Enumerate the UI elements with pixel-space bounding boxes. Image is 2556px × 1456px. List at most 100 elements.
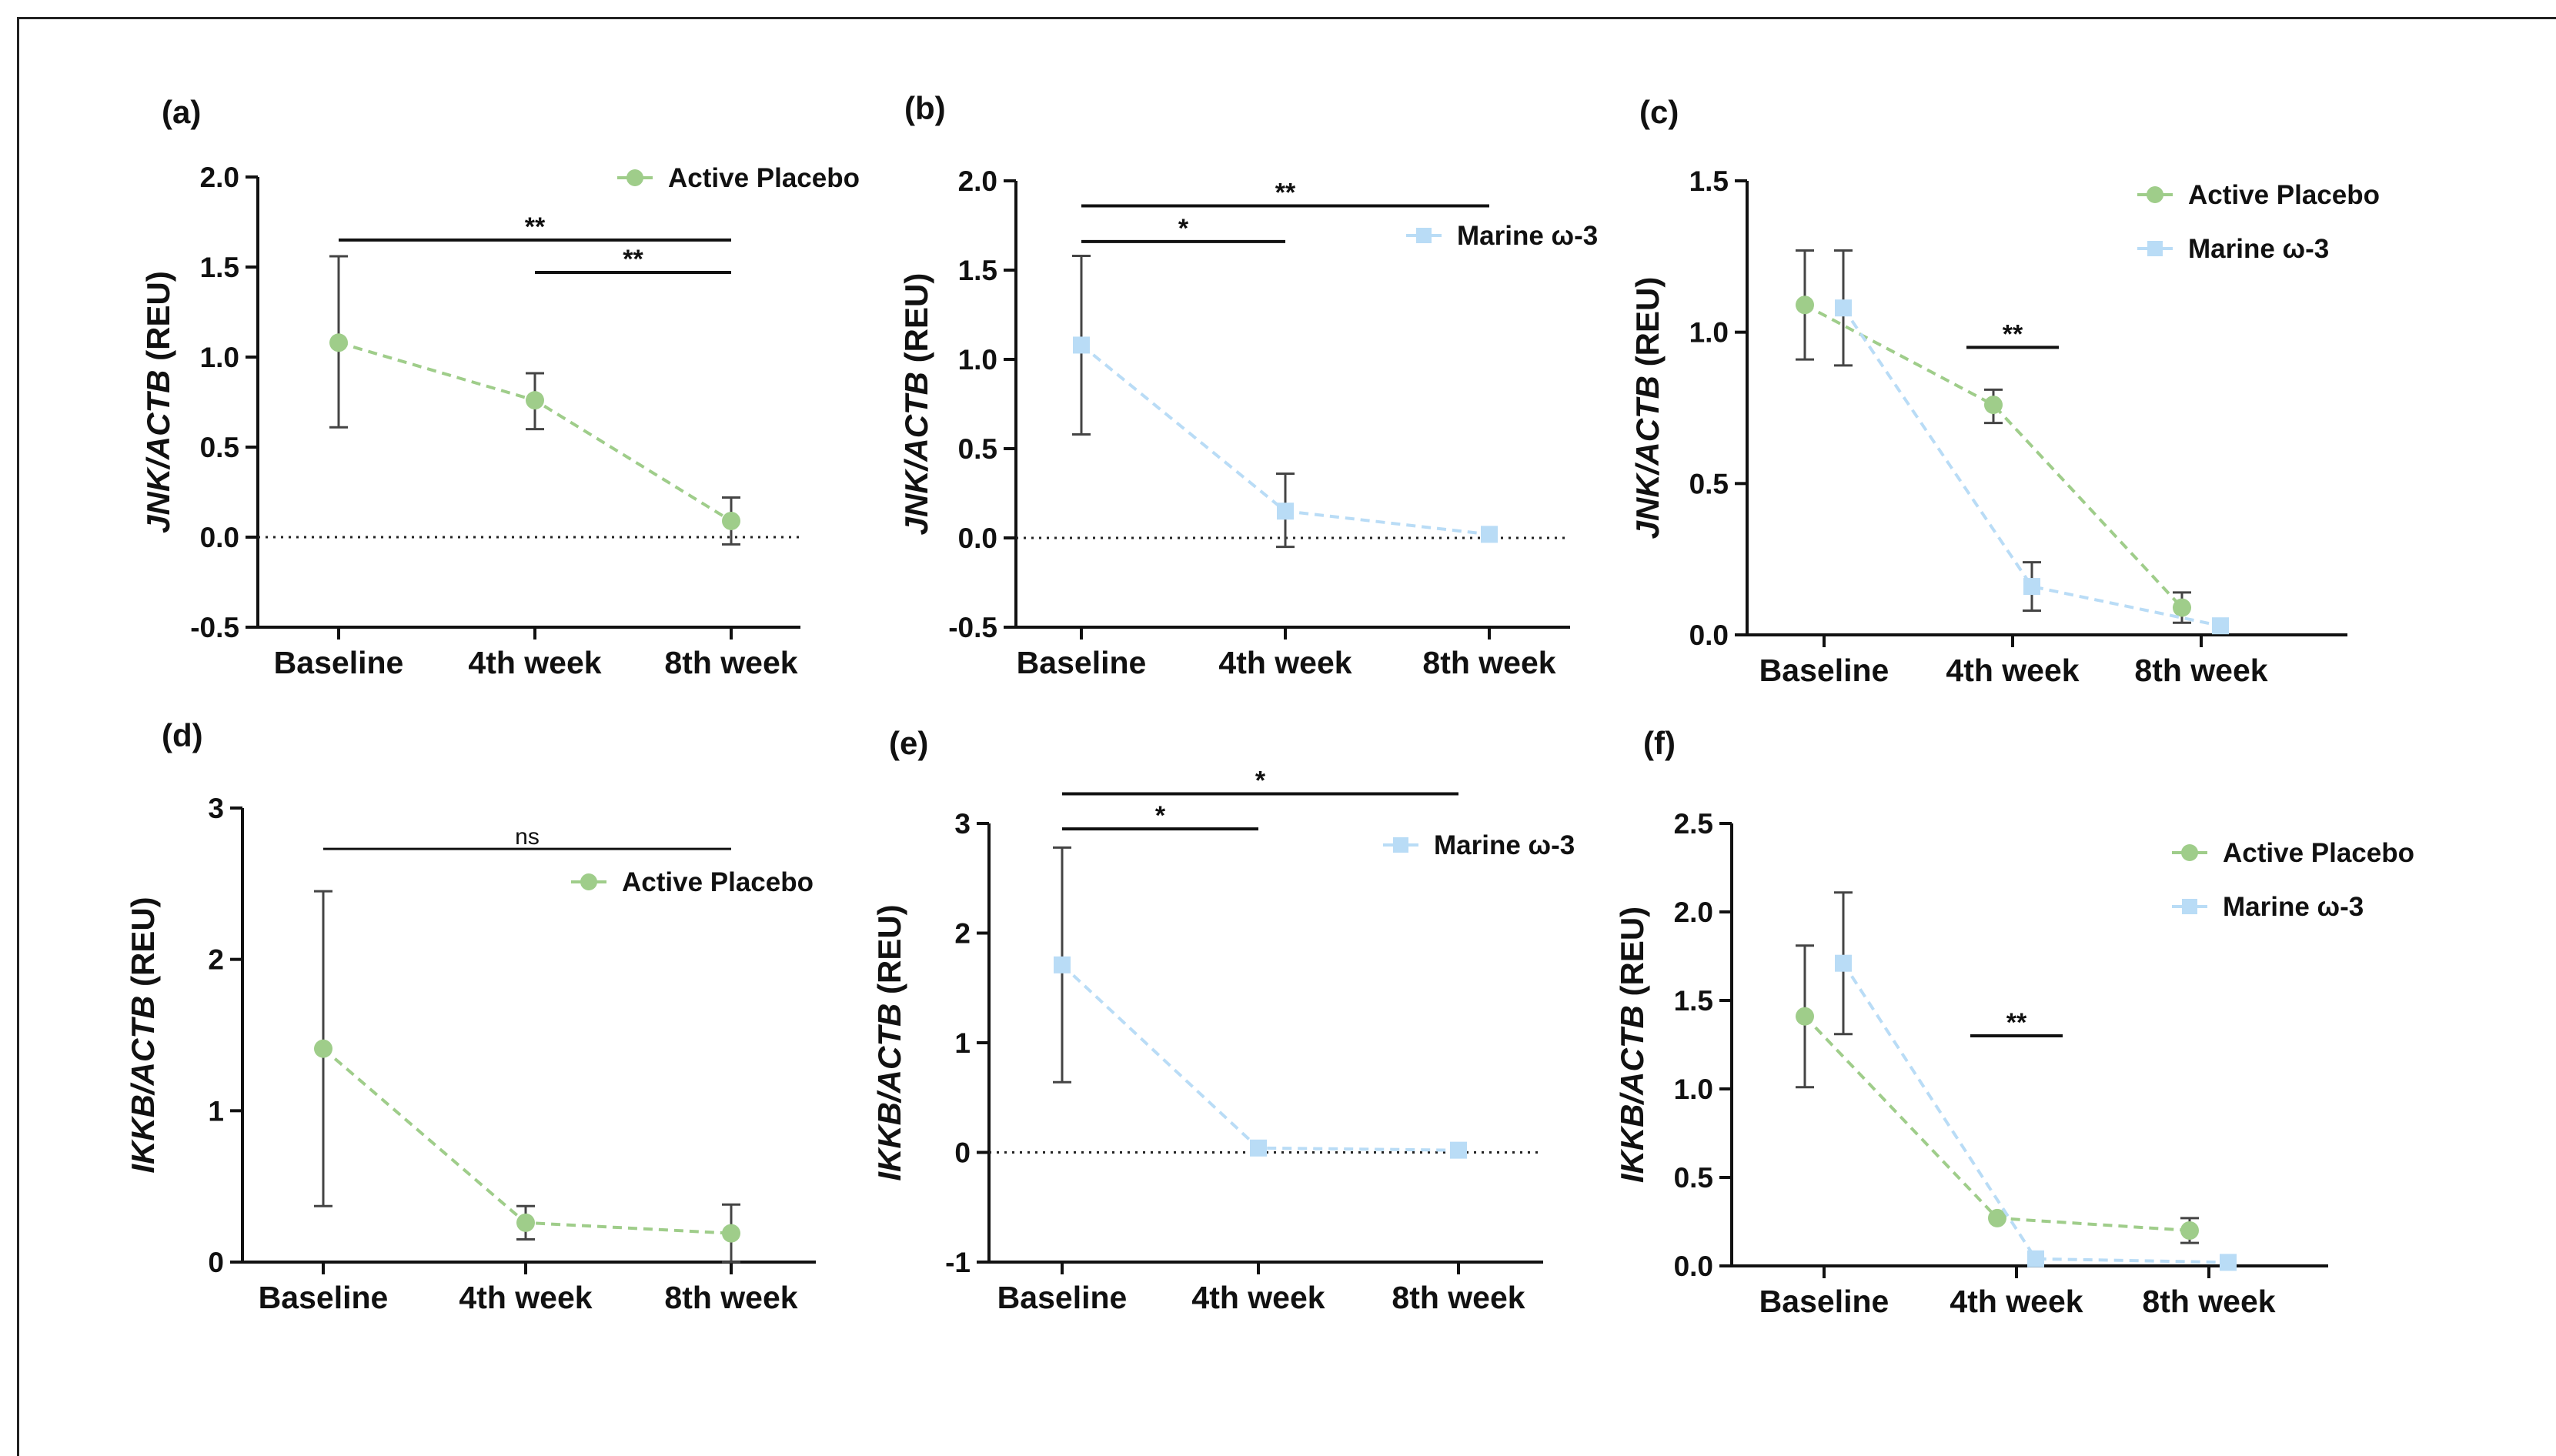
y-tick-label: 0.0 [958,523,997,554]
data-point-circle [526,391,544,410]
y-axis-title-gene: JNK/ACTB [898,372,934,535]
y-tick-label: 1.5 [1689,165,1729,197]
data-point-square [2027,1250,2044,1267]
y-tick-label: 2.0 [1674,897,1713,928]
panel-label: (e) [889,725,928,761]
data-point-square [2220,1254,2237,1271]
data-point-square [1835,299,1852,317]
y-tick-label: 1.0 [1689,317,1729,349]
series-line [1842,307,2221,628]
panel-label: (a) [162,94,201,130]
data-point-square [1835,954,1852,972]
y-tick-label: 2 [208,944,224,976]
x-tick-label: 8th week [2134,653,2267,688]
data-point-circle [1988,1208,2006,1227]
y-tick-label: 1.0 [200,342,239,373]
y-tick-label: 0.0 [1689,619,1729,651]
y-tick-label: 0.5 [958,433,997,465]
legend-marker-circle [626,169,643,186]
y-tick-label: 1.0 [958,344,997,376]
data-point-circle [1984,396,2003,415]
figure-frame [17,17,2556,1456]
y-tick-label: 0 [208,1247,224,1278]
data-point-circle [516,1213,535,1232]
y-axis-title: IKKB/ACTB (REU) [871,904,907,1180]
significance-label: ** [623,245,643,274]
panel-label: (c) [1639,94,1679,130]
y-axis-title-gene: JNK/ACTB [140,369,176,533]
x-tick-label: 8th week [2142,1284,2275,1319]
legend-label: Active Placebo [2188,180,2380,210]
data-point-circle [1796,296,1814,315]
chart-panel-b: (b) -0.5 0.0 0.5 1.0 1.5 2.0 Baseline 4th week 8t… [898,90,1598,680]
legend-marker-circle [2147,186,2163,203]
x-tick-label: 8th week [1422,645,1555,680]
y-axis-title-unit: (REU) [140,271,176,369]
significance-label: ** [2003,319,2023,349]
series-line [338,341,733,523]
y-tick-label: 0.5 [200,432,239,463]
x-tick-label: Baseline [259,1280,389,1315]
y-tick-label: -0.5 [948,612,997,643]
y-tick-label: 2.0 [958,165,997,197]
x-tick-label: Baseline [1759,1284,1889,1319]
significance-label: ns [515,824,540,850]
data-point-circle [2180,1221,2199,1240]
y-tick-label: 0.0 [200,522,239,553]
legend-marker-circle [580,873,597,890]
significance-label: ** [2006,1008,2027,1037]
significance-label: * [1255,766,1266,796]
chart-panel-d: (d) 0 1 2 3 Baseline 4th week 8th week IKKB/ACTB… [125,717,816,1315]
legend-label: Active Placebo [668,163,860,193]
x-tick-label: 4th week [1946,653,2079,688]
legend-label: Marine ω-3 [2188,234,2329,264]
y-tick-label: 2 [954,918,971,950]
chart-panel-a: (a) -0.5 0.0 0.5 1.0 1.5 2.0 Baseline 4th week 8t… [140,94,860,680]
x-tick-label: Baseline [274,645,404,680]
x-tick-label: 8th week [1392,1280,1525,1315]
legend-marker-square [2182,899,2197,914]
y-tick-label: 0.5 [1689,468,1729,499]
data-point-circle [329,333,348,352]
y-axis-title-unit: (REU) [871,904,907,1003]
significance-label: ** [525,212,546,242]
data-point-square [1250,1139,1267,1157]
legend-marker-square [1416,228,1432,243]
legend-label: Marine ω-3 [2223,892,2364,922]
legend-marker-square [2147,241,2163,256]
y-tick-label: -1 [945,1247,971,1278]
panel-label: (f) [1643,725,1676,761]
y-tick-label: 0 [954,1137,971,1169]
chart-panel-e: (e) -1 0 1 2 3 Baseline 4th week 8th week IKKB/AC… [871,725,1575,1315]
y-tick-label: -0.5 [190,612,239,643]
panel-label: (d) [162,717,203,753]
data-point-square [1450,1141,1467,1159]
data-point-square [2023,578,2040,596]
series-line [1842,962,2229,1264]
y-tick-label: 3 [954,808,971,840]
x-tick-label: Baseline [1017,645,1147,680]
x-tick-label: 4th week [1950,1284,2083,1319]
data-point-square [1054,956,1071,973]
y-tick-label: 1.5 [1674,985,1713,1017]
legend-label: Active Placebo [622,867,814,897]
y-axis-title-unit: (REU) [1614,907,1650,1005]
legend-marker-square [1393,837,1408,853]
panel-label: (b) [904,90,946,126]
y-axis-title-unit: (REU) [125,897,161,995]
y-axis-title: JNK/ACTB (REU) [898,273,934,536]
y-tick-label: 1.0 [1674,1074,1713,1105]
x-tick-label: 4th week [1218,645,1352,680]
y-axis-title-unit: (REU) [1629,277,1666,376]
x-tick-label: 8th week [664,1280,797,1315]
x-tick-label: Baseline [1759,653,1889,688]
data-point-circle [1796,1007,1814,1026]
y-tick-label: 2.0 [200,162,239,193]
legend-label: Active Placebo [2223,838,2414,868]
significance-label: * [1178,214,1189,243]
y-tick-label: 1 [954,1027,971,1059]
significance-label: * [1155,801,1166,830]
data-point-square [1481,526,1498,543]
data-point-circle [722,511,740,530]
chart-panel-c: (c) 0.0 0.5 1.0 1.5 Baseline 4th week 8th week J… [1629,94,2380,688]
